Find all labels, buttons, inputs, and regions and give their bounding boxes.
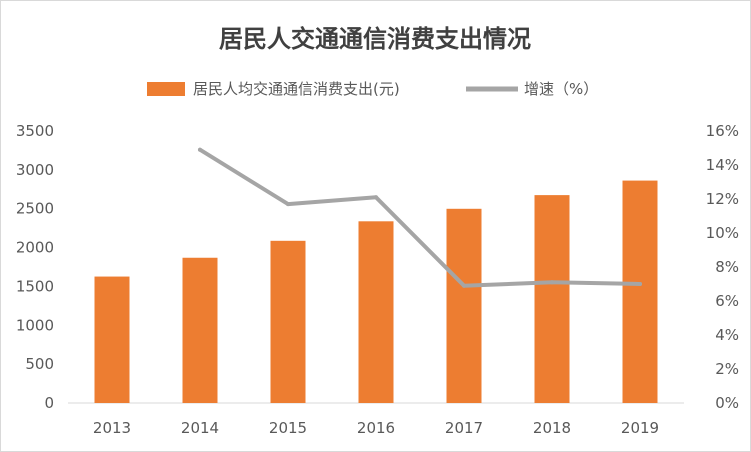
line-point-2018 [550,280,554,285]
bar-2014 [182,257,218,403]
legend-label-bar: 居民人均交通通信消费支出(元) [193,80,400,98]
right-axis-tick-label: 14% [706,156,739,174]
bar-2017 [446,208,482,403]
growth-rate-line [198,147,642,288]
right-axis-tick-label: 6% [715,292,739,310]
right-axis-tick-label: 2% [715,360,739,378]
right-axis-ticks: 0% 2% 4% 6% 8% 10% 12% 14% 16% [706,122,739,412]
x-axis-labels: 2013 2014 2015 2016 2017 2018 2019 [93,419,659,437]
right-axis-tick-label: 12% [706,190,739,208]
x-axis-tick-label: 2018 [533,419,571,437]
left-axis-tick-label: 2000 [16,239,54,257]
right-axis-tick-label: 0% [715,394,739,412]
right-axis-tick-label: 8% [715,258,739,276]
line-point-2019 [638,282,642,286]
left-axis-tick-label: 3000 [16,161,54,179]
right-axis-tick-label: 16% [706,122,739,140]
bar-2019 [622,180,658,403]
left-axis-ticks: 0 500 1000 1500 2000 2500 3000 3500 [16,122,54,412]
chart-title: 居民人交通通信消费支出情况 [219,25,531,53]
x-axis-tick-label: 2017 [445,419,483,437]
legend-swatch-bar [147,82,185,96]
bar-2018 [534,195,570,403]
left-axis-tick-label: 3500 [16,122,54,140]
bar-2013 [94,276,130,403]
legend: 居民人均交通通信消费支出(元) 增速（%） [147,80,598,98]
line-point-2017 [462,283,466,288]
legend-label-line: 增速（%） [524,80,598,98]
line-point-2016 [374,195,378,200]
x-axis-tick-label: 2019 [621,419,659,437]
x-axis-tick-label: 2013 [93,419,131,437]
bar-series [94,180,658,403]
left-axis-tick-label: 2500 [16,200,54,218]
right-axis-tick-label: 10% [706,224,739,242]
left-axis-tick-label: 1000 [16,316,54,334]
left-axis-tick-label: 1500 [16,277,54,295]
x-axis-tick-label: 2015 [269,419,307,437]
x-axis-tick-label: 2014 [181,419,219,437]
left-axis-tick-label: 500 [25,355,54,373]
bar-2016 [358,221,394,403]
x-axis-tick-label: 2016 [357,419,395,437]
line-series [198,147,642,288]
line-point-2014 [198,147,202,152]
bar-2015 [270,240,306,403]
line-point-2015 [286,202,290,207]
right-axis-tick-label: 4% [715,326,739,344]
left-axis-tick-label: 0 [44,394,54,412]
